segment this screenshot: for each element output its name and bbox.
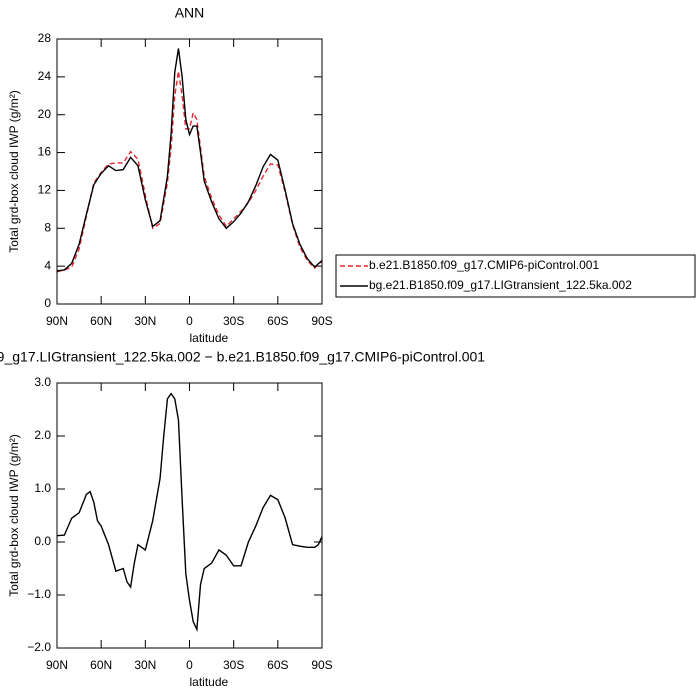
- y-axis-label: Total grd-box cloud IWP (g/m²): [7, 434, 21, 597]
- x-tick-label: 90N: [46, 314, 68, 328]
- x-tick-label: 30N: [134, 658, 156, 672]
- plot-frame: [56, 382, 323, 649]
- series-line: [56, 71, 323, 273]
- x-tick-label: 0: [186, 658, 193, 672]
- y-tick-label: 20: [38, 107, 52, 121]
- x-tick-label: 60S: [267, 658, 288, 672]
- y-tick-label: −2.0: [27, 640, 51, 654]
- x-tick-label: 60N: [90, 658, 112, 672]
- y-tick-label: 3.0: [34, 375, 51, 389]
- y-tick-label: −1.0: [27, 587, 51, 601]
- x-tick-label: 30S: [223, 658, 244, 672]
- x-axis-label: latitude: [190, 675, 229, 689]
- series-line: [56, 392, 323, 633]
- y-tick-label: 1.0: [34, 481, 51, 495]
- x-tick-label: 30S: [223, 314, 244, 328]
- y-tick-label: 4: [44, 258, 51, 272]
- x-tick-label: 90S: [311, 314, 332, 328]
- plot-frame: [56, 38, 323, 305]
- legend-box: [335, 254, 696, 298]
- legend-label: bg.e21.B1850.f09_g17.LIGtransient_122.5k…: [369, 278, 632, 292]
- y-tick-label: 16: [38, 145, 52, 159]
- x-tick-label: 60S: [267, 314, 288, 328]
- y-tick-label: 12: [38, 183, 52, 197]
- y-axis-label: Total grd-box cloud IWP (g/m²): [7, 90, 21, 253]
- chart-title: ANN: [175, 5, 205, 21]
- x-tick-label: 90S: [311, 658, 332, 672]
- x-axis-label: latitude: [190, 331, 229, 345]
- x-tick-label: 0: [186, 314, 193, 328]
- series-line: [56, 48, 323, 272]
- y-tick-label: 8: [44, 220, 51, 234]
- y-tick-label: 28: [38, 31, 52, 45]
- x-tick-label: 30N: [134, 314, 156, 328]
- y-tick-label: 24: [38, 69, 52, 83]
- y-tick-label: 2.0: [34, 428, 51, 442]
- x-tick-label: 90N: [46, 658, 68, 672]
- y-tick-label: 0.0: [34, 534, 51, 548]
- y-tick-label: 0: [44, 296, 51, 310]
- x-tick-label: 60N: [90, 314, 112, 328]
- legend-label: b.e21.B1850.f09_g17.CMIP6-piControl.001: [369, 258, 599, 272]
- chart-title: bg.e21.B1850.f09_g17.LIGtransient_122.5k…: [0, 349, 485, 365]
